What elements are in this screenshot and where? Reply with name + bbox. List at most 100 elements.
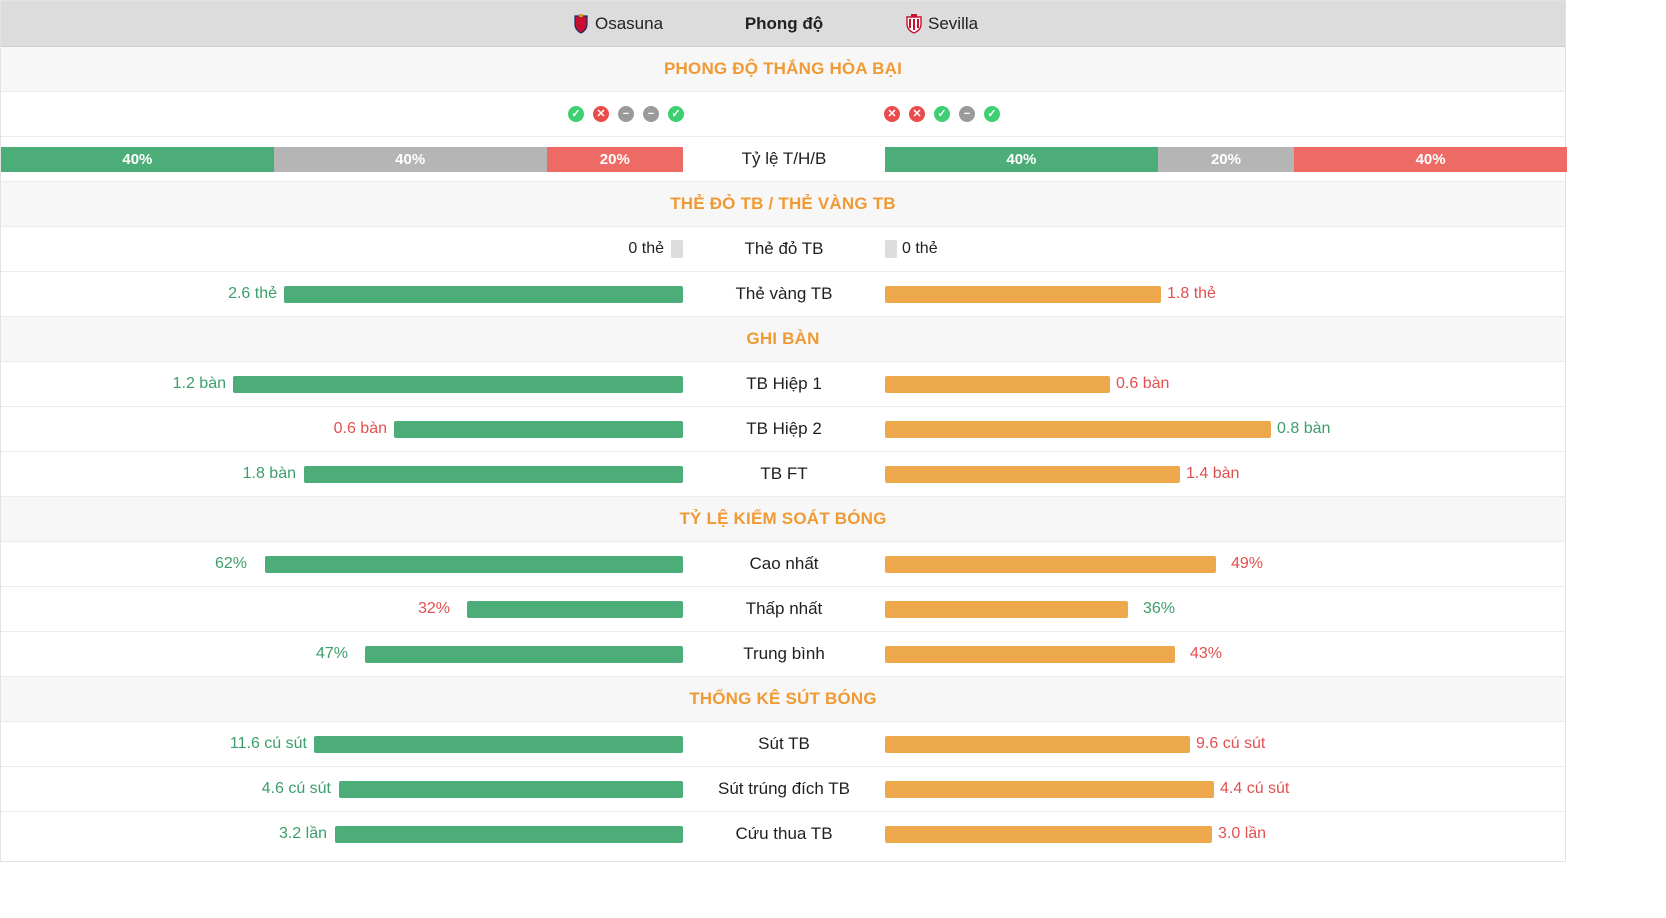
home-form-draw-icon: − xyxy=(643,106,659,122)
sevilla-logo-icon xyxy=(906,14,922,34)
away-yellow-cards-bar xyxy=(885,286,1161,303)
yellow-cards-label: Thẻ vàng TB xyxy=(735,284,833,303)
header-row: Osasuna Phong độ Sevilla xyxy=(1,1,1565,47)
home-poss-avg-bar xyxy=(365,646,683,663)
saves-label: Cứu thua TB xyxy=(735,824,833,843)
away-form-win-icon: ✓ xyxy=(984,106,1000,122)
section-cards: THẺ ĐỎ TB / THẺ VÀNG TB xyxy=(1,182,1565,227)
section-title-form: PHONG ĐỘ THẮNG HÒA BẠI xyxy=(664,59,902,78)
shots-row: 11.6 cú sút Sút TB 9.6 cú sút xyxy=(1,722,1565,767)
poss-avg-row: 47% Trung bình 43% xyxy=(1,632,1565,677)
red-cards-label: Thẻ đỏ TB xyxy=(744,239,824,258)
saves-row: 3.2 lần Cứu thua TB 3.0 lần xyxy=(1,812,1565,857)
away-team[interactable]: Sevilla xyxy=(906,1,978,47)
ft-row: 1.8 bàn TB FT 1.4 bàn xyxy=(1,452,1565,497)
home-yellow-cards-bar xyxy=(284,286,683,303)
ht1-label: TB Hiệp 1 xyxy=(746,374,822,393)
home-form-win-icon: ✓ xyxy=(568,106,584,122)
home-shots-value: 11.6 cú sút xyxy=(229,735,307,752)
home-win-segment: 40% xyxy=(1,147,274,172)
home-poss-max-value: 62% xyxy=(214,555,247,572)
home-team[interactable]: Osasuna xyxy=(573,1,663,47)
team-comparison-panel: Osasuna Phong độ Sevilla PHONG ĐỘ THẮNG … xyxy=(0,0,1567,862)
home-ht1-value: 1.2 bàn xyxy=(172,375,226,392)
away-poss-max-bar xyxy=(885,556,1216,573)
shots-on-target-label: Sút trúng đích TB xyxy=(718,779,850,798)
home-ht2-value: 0.6 bàn xyxy=(333,420,387,437)
away-poss-avg-bar xyxy=(885,646,1175,663)
home-form-win-icon: ✓ xyxy=(668,106,684,122)
away-form-loss-icon: ✕ xyxy=(884,106,900,122)
away-yellow-cards-value: 1.8 thẻ xyxy=(1167,285,1216,302)
away-form-icons: ✕ ✕ ✓ − ✓ xyxy=(884,92,1000,136)
poss-min-label: Thấp nhất xyxy=(745,599,823,618)
home-shots-bar xyxy=(314,736,683,753)
home-ht1-bar xyxy=(233,376,683,393)
poss-avg-label: Trung bình xyxy=(743,644,825,663)
away-ht1-bar xyxy=(885,376,1110,393)
shots-label: Sút TB xyxy=(758,734,810,753)
form-icons-row: ✓ ✕ − − ✓ ✕ ✕ ✓ − ✓ xyxy=(1,92,1565,137)
away-ht2-bar xyxy=(885,421,1271,438)
home-form-draw-icon: − xyxy=(618,106,634,122)
ht2-label: TB Hiệp 2 xyxy=(746,419,822,438)
section-title-goals: GHI BÀN xyxy=(746,329,820,348)
poss-min-row: 32% Thấp nhất 36% xyxy=(1,587,1565,632)
away-saves-bar xyxy=(885,826,1212,843)
section-title-cards: THẺ ĐỎ TB / THẺ VÀNG TB xyxy=(670,194,896,213)
away-red-cards-value: 0 thẻ xyxy=(902,240,938,257)
away-poss-min-bar xyxy=(885,601,1128,618)
away-poss-avg-value: 43% xyxy=(1190,645,1223,662)
away-form-draw-icon: − xyxy=(959,106,975,122)
away-win-segment: 40% xyxy=(885,147,1158,172)
home-poss-avg-value: 47% xyxy=(315,645,348,662)
home-poss-min-value: 32% xyxy=(417,600,450,617)
home-poss-max-bar xyxy=(265,556,683,573)
away-shots-on-target-value: 4.4 cú sút xyxy=(1220,780,1290,797)
home-saves-value: 3.2 lần xyxy=(278,825,327,842)
home-form-icons: ✓ ✕ − − ✓ xyxy=(568,92,684,136)
red-cards-row: 0 thẻ Thẻ đỏ TB 0 thẻ xyxy=(1,227,1565,272)
home-saves-bar xyxy=(335,826,683,843)
away-wdl-bar: 40% 20% 40% xyxy=(885,147,1567,172)
home-team-name: Osasuna xyxy=(595,14,664,33)
poss-max-row: 62% Cao nhất 49% xyxy=(1,542,1565,587)
yellow-cards-row: 2.6 thẻ Thẻ vàng TB 1.8 thẻ xyxy=(1,272,1565,317)
ht1-row: 1.2 bàn TB Hiệp 1 0.6 bàn xyxy=(1,362,1565,407)
section-shots: THỐNG KÊ SÚT BÓNG xyxy=(1,677,1565,722)
ft-label: TB FT xyxy=(760,464,808,483)
home-shots-on-target-bar xyxy=(339,781,683,798)
home-yellow-cards-value: 2.6 thẻ xyxy=(228,285,277,302)
away-team-name: Sevilla xyxy=(928,14,979,33)
away-saves-value: 3.0 lần xyxy=(1218,825,1267,842)
away-shots-value: 9.6 cú sút xyxy=(1196,735,1266,752)
osasuna-logo-icon xyxy=(574,14,588,34)
wdl-label: Tỷ lệ T/H/B xyxy=(741,149,827,168)
away-ht2-value: 0.8 bàn xyxy=(1277,420,1331,437)
away-shots-bar xyxy=(885,736,1190,753)
home-ht2-bar xyxy=(394,421,683,438)
away-poss-max-value: 49% xyxy=(1231,555,1264,572)
away-form-win-icon: ✓ xyxy=(934,106,950,122)
away-poss-min-value: 36% xyxy=(1143,600,1176,617)
header-title: Phong độ xyxy=(744,14,824,33)
section-possession: TỶ LỆ KIỂM SOÁT BÓNG xyxy=(1,497,1565,542)
home-poss-min-bar xyxy=(467,601,683,618)
section-title-shots: THỐNG KÊ SÚT BÓNG xyxy=(689,689,877,708)
away-loss-segment: 40% xyxy=(1294,147,1567,172)
home-loss-segment: 20% xyxy=(546,147,683,172)
home-ft-bar xyxy=(304,466,683,483)
shots-on-target-row: 4.6 cú sút Sút trúng đích TB 4.4 cú sút xyxy=(1,767,1565,812)
home-shots-on-target-value: 4.6 cú sút xyxy=(261,780,331,797)
away-shots-on-target-bar xyxy=(885,781,1214,798)
home-wdl-bar: 40% 40% 20% xyxy=(1,147,683,172)
away-draw-segment: 20% xyxy=(1157,147,1295,172)
ht2-row: 0.6 bàn TB Hiệp 2 0.8 bàn xyxy=(1,407,1565,452)
home-draw-segment: 40% xyxy=(273,147,547,172)
home-red-cards-value: 0 thẻ xyxy=(628,240,664,257)
section-goals: GHI BÀN xyxy=(1,317,1565,362)
away-ht1-value: 0.6 bàn xyxy=(1116,375,1170,392)
poss-max-label: Cao nhất xyxy=(749,554,819,573)
section-form: PHONG ĐỘ THẮNG HÒA BẠI xyxy=(1,47,1565,92)
away-form-loss-icon: ✕ xyxy=(909,106,925,122)
